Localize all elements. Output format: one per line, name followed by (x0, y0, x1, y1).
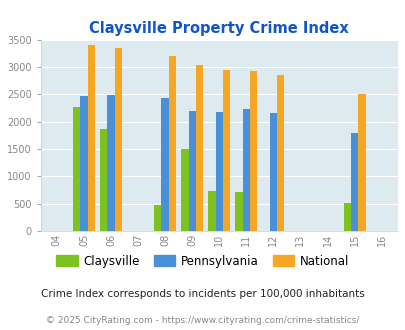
Text: © 2025 CityRating.com - https://www.cityrating.com/crime-statistics/: © 2025 CityRating.com - https://www.city… (46, 315, 359, 325)
Title: Claysville Property Crime Index: Claysville Property Crime Index (89, 21, 348, 36)
Bar (100, 129, 107, 231)
Bar (269, 114, 276, 231)
Bar (73, 107, 80, 231)
Bar (222, 70, 230, 231)
Bar (242, 109, 249, 231)
Bar (80, 96, 87, 231)
Bar (350, 133, 357, 231)
Bar (249, 71, 257, 231)
Bar (215, 112, 222, 231)
Bar (235, 192, 242, 231)
Bar (168, 56, 176, 231)
Bar (114, 49, 122, 231)
Bar (208, 190, 215, 231)
Bar (87, 45, 95, 231)
Text: Crime Index corresponds to incidents per 100,000 inhabitants: Crime Index corresponds to incidents per… (41, 289, 364, 299)
Bar (181, 149, 188, 231)
Bar (343, 203, 350, 231)
Bar (154, 205, 161, 231)
Bar (107, 95, 114, 231)
Bar (195, 65, 202, 231)
Bar (276, 75, 284, 231)
Legend: Claysville, Pennsylvania, National: Claysville, Pennsylvania, National (51, 250, 354, 273)
Bar (188, 111, 195, 231)
Bar (357, 94, 364, 231)
Bar (161, 98, 168, 231)
